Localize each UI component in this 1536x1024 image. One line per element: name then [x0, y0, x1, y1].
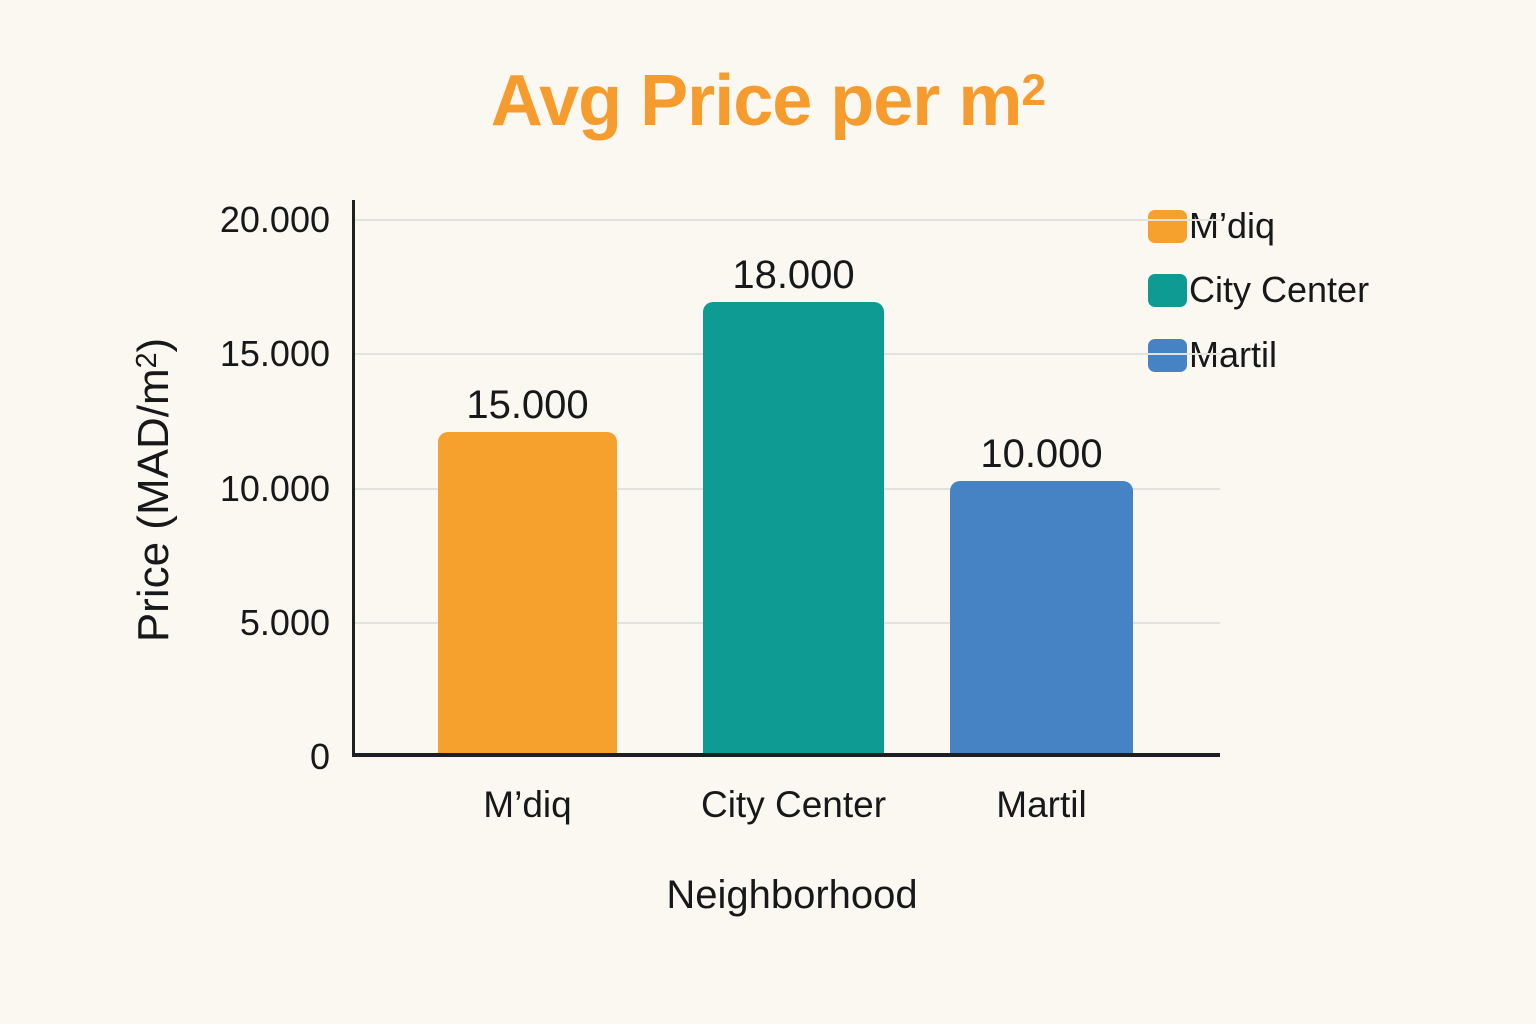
legend-item-city-center: City Center — [1148, 269, 1370, 310]
legend-swatch-mdiq — [1148, 209, 1187, 243]
bar-value-label-m-diq: 15.000 — [466, 383, 589, 428]
bar-value-label-city-center: 18.000 — [732, 252, 855, 297]
gridline-20.000 — [355, 219, 1220, 221]
legend-label-mdiq: M’diq — [1189, 205, 1276, 246]
x-tick-label-m-diq: M’diq — [483, 784, 572, 825]
bar-martil — [950, 480, 1133, 757]
x-axis-line — [352, 753, 1220, 757]
bar-city-center — [703, 301, 884, 757]
y-tick-label-15.000: 15.000 — [219, 333, 330, 375]
legend-swatch-city-center — [1148, 273, 1187, 307]
bar-m-diq — [438, 432, 617, 757]
legend-label-city-center: City Center — [1189, 269, 1370, 310]
y-axis-line — [352, 200, 355, 757]
y-tick-label-20.000: 20.000 — [219, 199, 330, 240]
legend-item-mdiq: M’diq — [1148, 205, 1276, 246]
plot-area — [352, 200, 1220, 757]
y-tick-label-0: 0 — [309, 736, 330, 777]
chart-title-text: Avg Price per m — [490, 61, 1023, 141]
x-axis-title: Neighborhood — [666, 873, 918, 917]
chart-title-superscript: 2 — [1021, 65, 1046, 115]
y-axis-title-superscript: 2 — [131, 352, 163, 369]
bar-value-label-martil: 10.000 — [980, 431, 1103, 476]
x-tick-label-city-center: City Center — [700, 784, 887, 825]
x-tick-label-martil: Martil — [996, 784, 1087, 825]
y-tick-label-5.000: 5.000 — [239, 601, 330, 643]
y-tick-label-10.000: 10.000 — [219, 467, 330, 509]
chart-title: Avg Price per m2 — [0, 60, 1536, 142]
